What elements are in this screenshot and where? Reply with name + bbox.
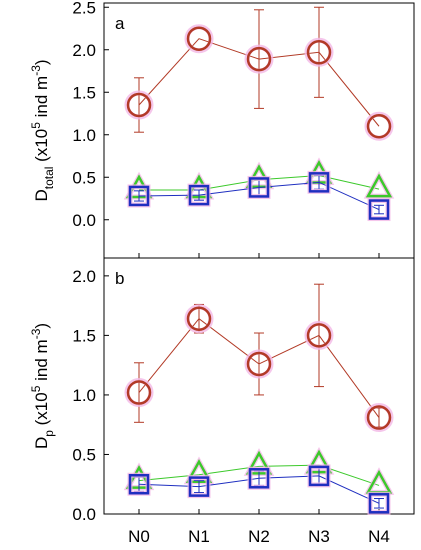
data-point-circle: [366, 114, 392, 139]
series-line: [138, 38, 380, 127]
data-point-circle: [366, 405, 392, 430]
panel-label: b: [115, 269, 124, 288]
data-point-square: [248, 177, 270, 198]
data-point-square: [368, 493, 390, 514]
x-tick-label: N3: [308, 527, 330, 546]
y-tick-label: 2.0: [72, 267, 96, 286]
panel-label: a: [115, 14, 125, 33]
y-tick-label: 0.0: [72, 211, 96, 230]
data-point-square: [188, 184, 210, 206]
y-tick-label: 0.5: [72, 445, 96, 464]
panel-b: 0.0 0.5 1.0 1.5 2.0 N0 N1 N2 N3 N4 b Dp (x105 ind m…: [29, 257, 415, 546]
marker-halo: [363, 170, 395, 199]
x-tick-label: N0: [128, 527, 150, 546]
data-point-triangle: [365, 173, 393, 198]
x-tick-label: N4: [368, 527, 390, 546]
marker-halo: [363, 467, 395, 495]
data-point-square: [308, 465, 330, 487]
series-line: [138, 464, 380, 486]
series-line: [138, 181, 380, 211]
panel-a: 0.0 0.5 1.0 1.5 2.0 2.5 a Dtotal (x105 ind m-3): [29, 0, 415, 259]
data-point-square: [128, 185, 150, 207]
data-point-circle: [246, 351, 272, 377]
data-point-square: [248, 468, 270, 489]
x-tick-label: N2: [248, 527, 270, 546]
data-point-circle: [306, 40, 332, 65]
y-tick-label: 2.0: [72, 41, 96, 60]
data-point-circle: [126, 380, 152, 405]
data-point-circle: [186, 26, 212, 51]
y-tick-label: 1.0: [72, 386, 96, 405]
y-tick-label: 0.5: [72, 168, 96, 187]
y-tick-label: 0.0: [72, 505, 96, 524]
data-point-circle: [126, 92, 152, 118]
data-point-circle: [186, 306, 212, 331]
x-tick-label: N1: [188, 527, 210, 546]
y-tick-label: 2.5: [72, 0, 96, 17]
y-tick-label: 1.5: [72, 326, 96, 345]
data-point-square: [368, 199, 390, 220]
y-axis-title: Dp (x105 ind m-3): [29, 323, 56, 449]
data-point-circle: [246, 46, 272, 72]
series-line: [138, 475, 380, 504]
data-point-circle: [306, 323, 332, 348]
y-tick-label: 1.0: [72, 126, 96, 145]
data-point-square: [128, 473, 150, 495]
y-axis-title: Dtotal (x105 ind m-3): [29, 59, 56, 201]
series-line: [138, 318, 380, 418]
data-point-square: [188, 476, 210, 497]
y-tick-label: 1.5: [72, 83, 96, 102]
data-point-square: [308, 172, 330, 193]
